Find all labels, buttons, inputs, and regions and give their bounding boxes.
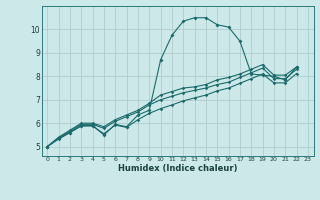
X-axis label: Humidex (Indice chaleur): Humidex (Indice chaleur) (118, 164, 237, 173)
